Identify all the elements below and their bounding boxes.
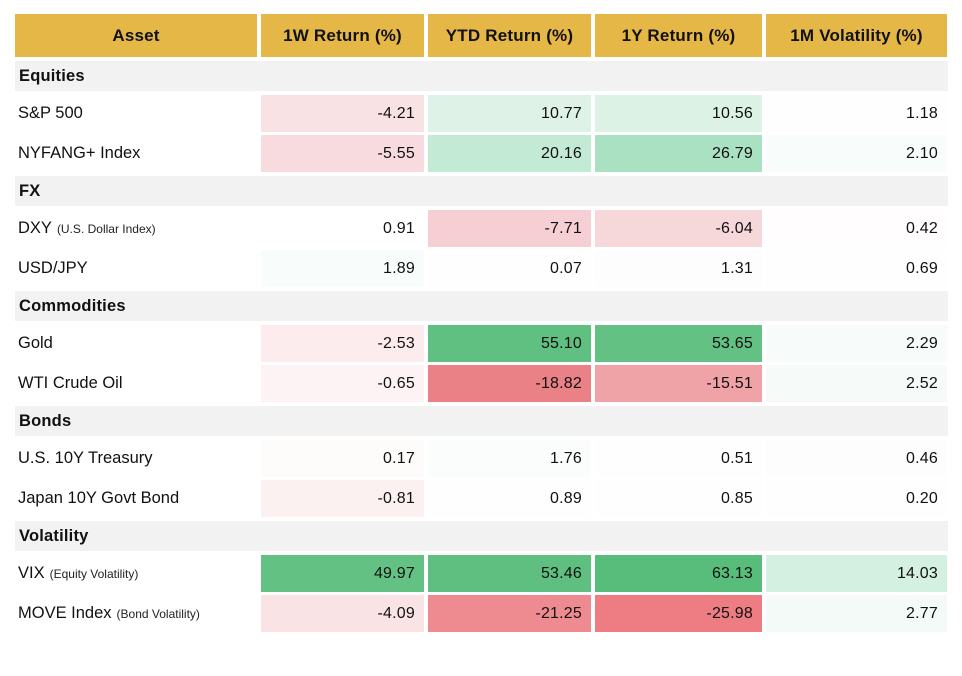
value-cell: 2.10 <box>766 135 947 172</box>
value-cell: 0.42 <box>766 210 947 247</box>
column-header-ytd-return: YTD Return (%) <box>428 14 591 57</box>
value-cell: 1.31 <box>595 250 762 287</box>
section-header-volatility: Volatility <box>15 521 948 551</box>
asset-note: (Bond Volatility) <box>116 606 200 621</box>
value-cell: 2.29 <box>766 325 947 362</box>
table-row: DXY (U.S. Dollar Index) 0.91 -7.71 -6.04 0.42 <box>15 210 948 247</box>
value-cell: 0.69 <box>766 250 947 287</box>
asset-name-cell: DXY (U.S. Dollar Index) <box>15 210 257 247</box>
table-row: S&P 500 -4.21 10.77 10.56 1.18 <box>15 95 948 132</box>
asset-name-cell: MOVE Index (Bond Volatility) <box>15 595 257 632</box>
asset-name-cell: Japan 10Y Govt Bond <box>15 480 257 517</box>
asset-name-cell: S&P 500 <box>15 95 257 132</box>
value-cell: 0.46 <box>766 440 947 477</box>
asset-note: (Equity Volatility) <box>49 566 139 581</box>
asset-performance-table: Asset 1W Return (%) YTD Return (%) 1Y Re… <box>15 14 948 632</box>
value-cell: 0.91 <box>261 210 424 247</box>
table-row: USD/JPY 1.89 0.07 1.31 0.69 <box>15 250 948 287</box>
value-cell: -0.65 <box>261 365 424 402</box>
value-cell: 53.46 <box>428 555 591 592</box>
asset-name: Japan 10Y Govt Bond <box>18 489 180 507</box>
value-cell: 20.16 <box>428 135 591 172</box>
table-row: VIX (Equity Volatility) 49.97 53.46 63.13 14.… <box>15 555 948 592</box>
section-header-commodities: Commodities <box>15 291 948 321</box>
value-cell: 63.13 <box>595 555 762 592</box>
table-row: Japan 10Y Govt Bond -0.81 0.89 0.85 0.20 <box>15 480 948 517</box>
value-cell: 0.07 <box>428 250 591 287</box>
value-cell: -0.81 <box>261 480 424 517</box>
value-cell: 2.77 <box>766 595 947 632</box>
value-cell: 1.18 <box>766 95 947 132</box>
table-header-row: Asset 1W Return (%) YTD Return (%) 1Y Re… <box>15 14 948 57</box>
value-cell: 0.51 <box>595 440 762 477</box>
value-cell: -18.82 <box>428 365 591 402</box>
asset-name: DXY <box>18 219 52 237</box>
asset-name: U.S. 10Y Treasury <box>18 449 153 467</box>
value-cell: -21.25 <box>428 595 591 632</box>
column-header-asset: Asset <box>15 14 257 57</box>
table-row: WTI Crude Oil -0.65 -18.82 -15.51 2.52 <box>15 365 948 402</box>
column-header-1y-return: 1Y Return (%) <box>595 14 762 57</box>
column-header-1w-return: 1W Return (%) <box>261 14 424 57</box>
column-header-1m-volatility: 1M Volatility (%) <box>766 14 947 57</box>
section-header-fx: FX <box>15 176 948 206</box>
value-cell: -2.53 <box>261 325 424 362</box>
asset-name: S&P 500 <box>18 104 83 122</box>
value-cell: -4.09 <box>261 595 424 632</box>
asset-name: USD/JPY <box>18 259 88 277</box>
asset-name: Gold <box>18 334 53 352</box>
asset-name-cell: WTI Crude Oil <box>15 365 257 402</box>
asset-note: (U.S. Dollar Index) <box>56 221 156 236</box>
value-cell: 10.56 <box>595 95 762 132</box>
section-header-bonds: Bonds <box>15 406 948 436</box>
asset-name-cell: Gold <box>15 325 257 362</box>
table-row: U.S. 10Y Treasury 0.17 1.76 0.51 0.46 <box>15 440 948 477</box>
value-cell: 0.17 <box>261 440 424 477</box>
value-cell: 10.77 <box>428 95 591 132</box>
table-body: Equities S&P 500 -4.21 10.77 10.56 1.18 NYFANG… <box>15 60 948 632</box>
value-cell: -25.98 <box>595 595 762 632</box>
table-row: NYFANG+ Index -5.55 20.16 26.79 2.10 <box>15 135 948 172</box>
value-cell: 0.20 <box>766 480 947 517</box>
value-cell: 14.03 <box>766 555 947 592</box>
value-cell: -5.55 <box>261 135 424 172</box>
asset-name: NYFANG+ Index <box>18 144 141 162</box>
table-row: MOVE Index (Bond Volatility) -4.09 -21.25 -2… <box>15 595 948 632</box>
asset-name-cell: USD/JPY <box>15 250 257 287</box>
value-cell: -6.04 <box>595 210 762 247</box>
value-cell: 53.65 <box>595 325 762 362</box>
asset-name-cell: VIX (Equity Volatility) <box>15 555 257 592</box>
value-cell: 1.76 <box>428 440 591 477</box>
value-cell: -7.71 <box>428 210 591 247</box>
value-cell: 55.10 <box>428 325 591 362</box>
table-row: Gold -2.53 55.10 53.65 2.29 <box>15 325 948 362</box>
value-cell: 26.79 <box>595 135 762 172</box>
value-cell: 49.97 <box>261 555 424 592</box>
value-cell: 1.89 <box>261 250 424 287</box>
value-cell: 2.52 <box>766 365 947 402</box>
asset-name-cell: NYFANG+ Index <box>15 135 257 172</box>
value-cell: -4.21 <box>261 95 424 132</box>
value-cell: -15.51 <box>595 365 762 402</box>
asset-name-cell: U.S. 10Y Treasury <box>15 440 257 477</box>
value-cell: 0.85 <box>595 480 762 517</box>
asset-name: WTI Crude Oil <box>18 374 123 392</box>
section-header-equities: Equities <box>15 61 948 91</box>
value-cell: 0.89 <box>428 480 591 517</box>
asset-name: VIX <box>18 564 45 582</box>
asset-name: MOVE Index <box>18 604 112 622</box>
